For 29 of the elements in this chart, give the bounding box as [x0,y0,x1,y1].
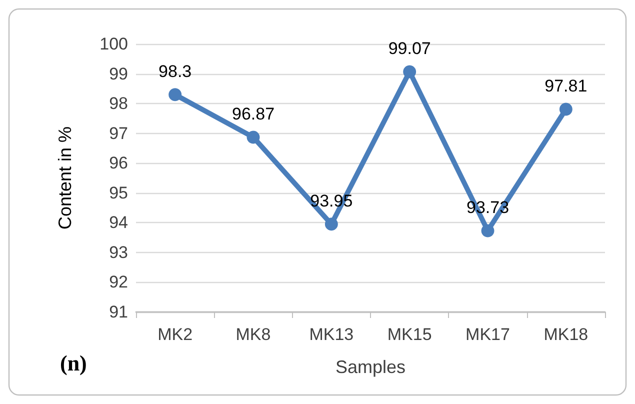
point [403,65,416,78]
y-tick-label: 99 [109,64,128,84]
y-tick-label: 91 [109,302,128,322]
y-tick-label: 98 [109,94,128,114]
data-label: 96.87 [232,104,275,124]
x-tick-label: MK17 [466,325,510,344]
x-tick-label: MK8 [236,325,271,344]
x-tick-label: MK15 [387,325,432,344]
data-label: 99.07 [388,39,431,58]
point [324,218,338,231]
y-tick-label: 94 [109,213,128,232]
y-tick-label: 96 [109,154,128,173]
data-label: 97.81 [544,76,588,96]
data-label: 98.3 [158,62,192,82]
y-tick-label: 95 [109,183,128,202]
y-tick-label: 97 [109,124,128,143]
text: (n) [60,350,87,376]
x-tick-label: MK18 [544,325,588,344]
y-tick-label: 93 [109,242,128,262]
y-axis-title: Content in % [55,126,75,230]
point [246,130,260,144]
x-axis-title: Samples [335,357,406,377]
point [559,102,572,116]
point [481,224,494,238]
y-tick-label: 100 [100,34,128,54]
x-tick-label: MK2 [158,325,193,344]
y-tick-label: 92 [109,272,128,292]
x-tick-label: MK13 [309,325,354,344]
point [168,88,182,102]
